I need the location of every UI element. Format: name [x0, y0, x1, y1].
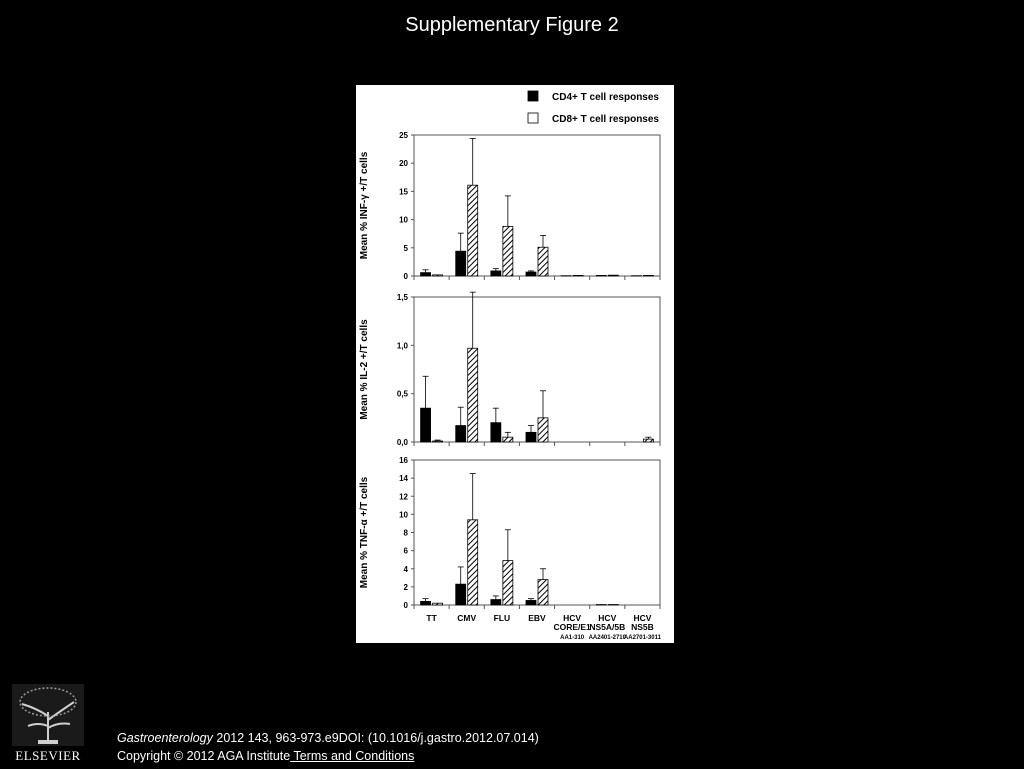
y-axis-label: Mean % INF-γ +/T cells: [359, 151, 370, 259]
elsevier-logo: ELSEVIER: [8, 682, 88, 764]
cd4-bar-2: [456, 584, 466, 605]
x-category-label: AA2701-3011: [624, 635, 662, 641]
cd4-bar-3: [491, 271, 501, 276]
x-category-label: NS5A/5B: [589, 622, 625, 632]
x-category-label: AA2401-2710: [589, 635, 627, 641]
chart-panel-3: 0 2 4 6 8 10 12 14 16 Mean % TNF-α +/T cells TT CMV…: [359, 456, 662, 641]
y-tick-label: 0,5: [397, 390, 409, 399]
legend-label-cd8: CD8+ T cell responses: [552, 114, 659, 125]
cd8-bar-7: [643, 275, 653, 276]
citation-details: 2012 143, 963-973.e9DOI: (10.1016/j.gast…: [213, 731, 539, 745]
y-tick-label: 0,0: [397, 438, 409, 447]
cd8-bar-1: [433, 603, 443, 605]
cd4-bar-4: [526, 600, 536, 605]
chart-panel-1: 0 5 10 15 20 25 Mean % INF-γ +/T cells: [359, 131, 660, 281]
cd4-bar-3: [491, 600, 501, 605]
cd4-bar-3: [491, 423, 501, 442]
legend-swatch-cd4: [528, 91, 538, 101]
y-tick-label: 0: [404, 601, 409, 610]
y-tick-label: 10: [399, 510, 408, 519]
y-tick-label: 20: [399, 159, 408, 168]
x-category-label: TT: [426, 613, 437, 623]
x-category-label: CMV: [457, 613, 476, 623]
cd4-bar-6: [596, 275, 606, 276]
cd4-bar-1: [421, 273, 431, 276]
cd8-bar-7: [643, 439, 653, 442]
journal-name: Gastroenterology: [117, 731, 213, 745]
cd8-bar-5: [573, 275, 583, 276]
plot-frame: [414, 135, 660, 276]
citation-line: Gastroenterology 2012 143, 963-973.e9DOI…: [117, 731, 539, 745]
cd4-bar-4: [526, 432, 536, 442]
cd4-bar-4: [526, 272, 536, 276]
bar-chart-figure: CD4+ T cell responses CD8+ T cell respons…: [356, 85, 674, 643]
x-category-label: FLU: [494, 613, 511, 623]
cd8-bar-3: [503, 226, 513, 276]
plot-frame: [414, 297, 660, 442]
y-axis-label: Mean % TNF-α +/T cells: [359, 476, 370, 588]
cd8-bar-4: [538, 580, 548, 605]
x-category-label: AA1-310: [560, 635, 585, 641]
cd8-bar-1: [433, 441, 443, 442]
chart-panel-2: 0,0 0,5 1,0 1,5 Mean % IL-2 +/T cells: [359, 292, 660, 447]
x-category-label: CORE/E1: [553, 622, 591, 632]
plot-frame: [414, 460, 660, 605]
legend-label-cd4: CD4+ T cell responses: [552, 92, 659, 103]
y-tick-label: 1,0: [397, 341, 409, 350]
x-category-label: EBV: [528, 613, 546, 623]
cd8-bar-2: [468, 185, 478, 276]
y-tick-label: 5: [404, 244, 409, 253]
copyright-line: Copyright © 2012 AGA Institute Terms and…: [117, 749, 414, 763]
y-tick-label: 4: [404, 565, 409, 574]
copyright-text: Copyright © 2012 AGA Institute: [117, 749, 290, 763]
elsevier-logo-text: ELSEVIER: [15, 748, 80, 763]
legend-swatch-cd8: [528, 113, 538, 123]
cd4-bar-2: [456, 251, 466, 276]
cd8-bar-6: [608, 275, 618, 276]
y-tick-label: 12: [399, 492, 408, 501]
figure-panel: CD4+ T cell responses CD8+ T cell respons…: [356, 85, 674, 643]
cd4-bar-1: [421, 601, 431, 605]
cd8-bar-2: [468, 520, 478, 605]
y-tick-label: 10: [399, 216, 408, 225]
y-tick-label: 15: [399, 187, 408, 196]
cd8-bar-2: [468, 348, 478, 442]
terms-and-conditions-link[interactable]: Terms and Conditions: [290, 749, 414, 763]
cd8-bar-4: [538, 247, 548, 276]
cd8-bar-1: [433, 275, 443, 276]
cd4-bar-1: [421, 408, 431, 442]
y-tick-label: 0: [404, 272, 409, 281]
cd8-bar-4: [538, 418, 548, 442]
cd8-bar-3: [503, 437, 513, 442]
y-axis-label: Mean % IL-2 +/T cells: [359, 319, 370, 420]
y-tick-label: 14: [399, 474, 408, 483]
x-category-label: NS5B: [631, 622, 654, 632]
slide-title: Supplementary Figure 2: [0, 14, 1024, 37]
y-tick-label: 16: [399, 456, 408, 465]
y-tick-label: 8: [404, 529, 409, 538]
y-tick-label: 2: [404, 583, 409, 592]
cd8-bar-3: [503, 561, 513, 605]
y-tick-label: 25: [399, 131, 408, 140]
y-tick-label: 1,5: [397, 293, 409, 302]
cd4-bar-2: [456, 426, 466, 442]
y-tick-label: 6: [404, 547, 409, 556]
